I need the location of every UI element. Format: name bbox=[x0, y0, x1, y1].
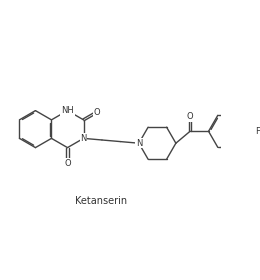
Text: O: O bbox=[64, 159, 71, 168]
Text: N: N bbox=[80, 134, 87, 143]
Text: O: O bbox=[187, 112, 193, 121]
Text: Ketanserin: Ketanserin bbox=[75, 196, 127, 206]
Text: N: N bbox=[136, 139, 142, 148]
Text: O: O bbox=[94, 108, 100, 116]
Text: F: F bbox=[255, 127, 260, 136]
Text: NH: NH bbox=[61, 106, 74, 115]
